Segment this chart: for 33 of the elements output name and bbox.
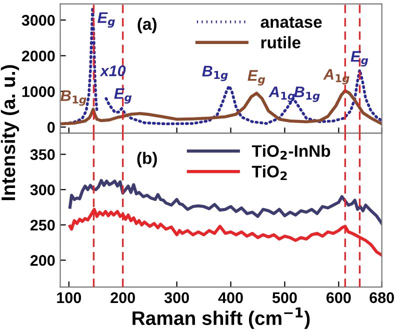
annotation: (a) xyxy=(138,18,156,34)
y-tick-label: 200 xyxy=(30,255,55,266)
annotation: B$_{1g}$ xyxy=(202,66,228,82)
annotation: B$_{1g}$ xyxy=(294,86,320,102)
x-tick-label: 400 xyxy=(218,292,243,304)
y-tick-label: 1000 xyxy=(22,86,55,98)
y-tick-label: 3000 xyxy=(22,14,55,26)
annotation: B$_{1g}$ xyxy=(60,90,86,106)
y-tick-label: 300 xyxy=(30,184,55,196)
y-tick-label: 0 xyxy=(47,122,55,133)
x-tick-label: 600 xyxy=(326,292,351,304)
annotation: E$_{g}$ xyxy=(350,51,368,66)
x-tick-label: 200 xyxy=(110,292,135,304)
x-tick-label: 500 xyxy=(272,292,297,304)
annotation: x10 xyxy=(100,65,126,76)
annotation: E$_{g}$ xyxy=(98,12,115,28)
legend-label: TiO$_{2}$-InNb xyxy=(252,144,330,160)
y-tick-label: 250 xyxy=(30,220,55,231)
annotation: A$_{1g}$ xyxy=(323,69,350,84)
legend-label: TiO$_{2}$ xyxy=(252,165,287,180)
x-tick-label: 680 xyxy=(370,292,394,304)
x-axis-title: Raman shift (cm$^{−1}$) xyxy=(132,308,310,329)
x-tick-label: 100 xyxy=(57,292,82,304)
x-tick-label: 300 xyxy=(164,292,189,304)
annotation: E$_{g}$ xyxy=(114,88,132,104)
line-series xyxy=(68,178,382,226)
annotation: (b) xyxy=(137,152,157,168)
y-tick-label: 350 xyxy=(30,149,55,160)
y-tick-label: 2000 xyxy=(22,50,55,62)
y-axis-title: Intensity (a. u.) xyxy=(0,65,20,200)
annotation: E$_{g}$ xyxy=(248,70,266,86)
legend-label: rutile xyxy=(261,36,300,48)
legend-label: anatase xyxy=(260,16,322,28)
